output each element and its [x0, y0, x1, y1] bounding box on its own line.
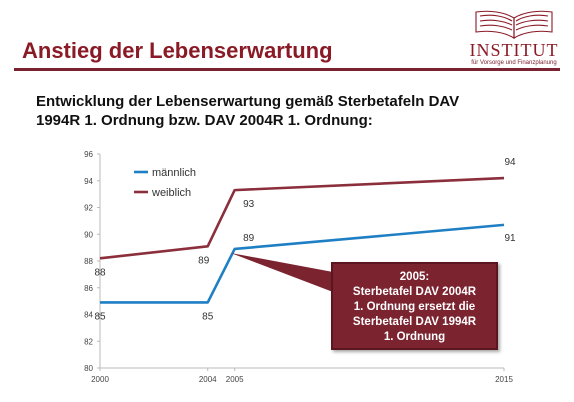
chart-subtitle: Entwicklung der Lebenserwartung gemäß St… [36, 92, 556, 130]
callout-line-2: Sterbetafel DAV 2004R [352, 286, 477, 298]
y-tick-label: 80 [84, 364, 93, 373]
x-tick-label: 2015 [495, 375, 513, 384]
x-tick-label: 2005 [226, 375, 244, 384]
page-title: Anstieg der Lebenserwartung [22, 38, 333, 63]
series-line-maennlich [100, 223, 505, 304]
logo-subtitle: für Vorsorge und Finanzplanung [471, 60, 557, 66]
data-label-maennlich: 85 [202, 311, 214, 322]
y-tick-label: 94 [84, 177, 93, 186]
y-tick-label: 86 [84, 284, 93, 293]
callout-line-4: Sterbetafel DAV 1994R [352, 316, 477, 328]
data-label-maennlich: 85 [94, 311, 106, 322]
callout-line-1: 2005: [399, 271, 430, 283]
data-label-maennlich: 89 [243, 233, 255, 244]
y-tick-label: 92 [84, 204, 93, 213]
data-label-weiblich: 93 [243, 199, 255, 210]
callout-line-3: 1. Ordnung ersetzt die [353, 301, 476, 313]
callout-line-5: 1. Ordnung [383, 331, 446, 343]
legend-label-weiblich: weiblich [151, 187, 191, 199]
y-tick-label: 88 [84, 257, 93, 266]
x-tick-label: 2000 [91, 375, 109, 384]
y-tick-label: 84 [84, 311, 93, 320]
x-tick-label: 2004 [199, 375, 217, 384]
legend-label-maennlich: männlich [152, 167, 196, 179]
y-tick-label: 96 [84, 150, 93, 159]
data-label-weiblich: 89 [198, 255, 210, 266]
data-label-maennlich: 91 [504, 233, 516, 244]
title-divider [14, 68, 560, 71]
callout-pointer [230, 252, 333, 292]
y-tick-label: 82 [84, 337, 93, 346]
logo-word: INSTITUT [469, 40, 559, 60]
series-line-weiblich [99, 176, 505, 260]
y-tick-label: 90 [84, 230, 93, 239]
callout-box: 2005: Sterbetafel DAV 2004R 1. Ordnung e… [331, 262, 498, 350]
subtitle-line-1: Entwicklung der Lebenserwartung gemäß St… [36, 93, 460, 110]
institut-logo: INSTITUT für Vorsorge und Finanzplanung [466, 4, 562, 68]
data-label-weiblich: 94 [504, 157, 516, 168]
subtitle-line-2: 1994R 1. Ordnung bzw. DAV 2004R 1. Ordnu… [36, 112, 373, 129]
open-book-icon [475, 10, 553, 39]
data-label-weiblich: 88 [94, 267, 106, 278]
